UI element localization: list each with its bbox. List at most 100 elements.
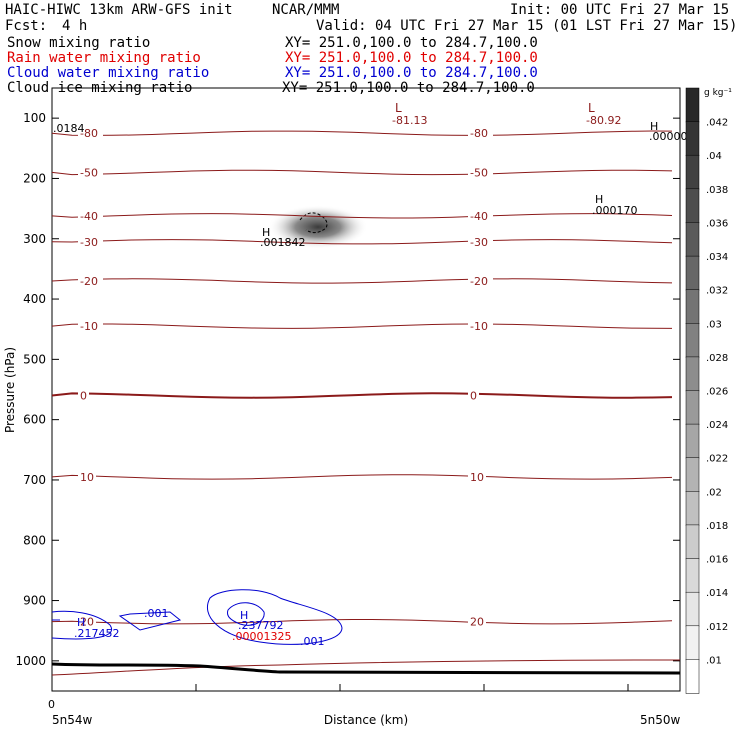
cloud-water-max-value: .217452: [74, 627, 120, 640]
colorbar-swatch: [685, 591, 700, 627]
ground-surface-line: [51, 662, 681, 675]
contour-label-bg: [468, 208, 493, 221]
snow-shading: [268, 205, 368, 249]
cloud-water-label: .001: [300, 635, 325, 648]
colorbar-label: .03: [706, 319, 722, 330]
contour-label-bg: [78, 614, 96, 627]
temperature-contour-surface: [51, 659, 681, 676]
colorbar-label: .012: [706, 622, 728, 633]
snow-max-value: .000170: [592, 204, 638, 217]
y-tick-label: 1000: [15, 654, 46, 668]
plot-frame: [51, 87, 681, 692]
x-tick-label-0: 0: [48, 698, 55, 711]
cloud-water-max-value: .237792: [238, 619, 284, 632]
temperature-contour: [51, 169, 673, 176]
colorbar-swatch: [685, 491, 700, 526]
contour-label-bg: [78, 469, 96, 482]
y-tick-label: 500: [23, 352, 46, 366]
low-value: -80.92: [586, 114, 621, 127]
colorbar-swatch: [685, 356, 700, 392]
colorbar-swatch: [685, 255, 700, 291]
field-xy-rain: XY= 251.0,100.0 to 284.7,100.0: [285, 50, 538, 66]
temperature-contour-label: -80: [80, 127, 98, 140]
y-tick-label: 200: [23, 171, 46, 185]
temperature-contour: [51, 474, 673, 480]
field-name-rain: Rain water mixing ratio: [7, 50, 201, 66]
rain-max-value: .00001325: [232, 630, 292, 643]
y-axis-label: Pressure (hPa): [3, 347, 17, 433]
colorbar-label: .014: [706, 588, 728, 599]
plot-title: HAIC-HIWC 13km ARW-GFS init: [5, 2, 233, 18]
y-tick-label: 700: [23, 473, 46, 487]
init-time: Init: 00 UTC Fri 27 Mar 15: [510, 2, 730, 18]
contour-label-bg: [468, 126, 493, 139]
colorbar-label: .026: [706, 387, 728, 398]
contour-label-bg: [468, 388, 479, 401]
contour-label-bg: [78, 388, 89, 401]
colorbar-label: .024: [706, 420, 728, 431]
cloud-water-label: .001: [144, 607, 169, 620]
colorbar-label: .034: [706, 252, 728, 263]
temperature-contour: [51, 323, 673, 329]
colorbar-label: .042: [706, 118, 728, 129]
contour-label-bg: [78, 208, 103, 221]
colorbar-swatch: [685, 289, 700, 325]
colorbar-swatch: [685, 558, 700, 593]
temperature-contour-label: 20: [80, 616, 94, 629]
colorbar-label: .02: [706, 487, 722, 498]
temperature-contour-label: -40: [470, 210, 488, 223]
colorbar-label: .028: [706, 353, 728, 364]
temperature-contour-label: -30: [80, 236, 98, 249]
colorbar-swatch: [685, 222, 700, 257]
temperature-contour: [51, 130, 673, 136]
contour-label-bg: [78, 234, 103, 247]
temperature-contour-label: -40: [80, 210, 98, 223]
x-axis-label: Distance (km): [324, 713, 408, 727]
temperature-contour-label: -50: [470, 166, 488, 179]
temperature-contour: [51, 392, 673, 399]
colorbar-swatch: [685, 87, 700, 123]
y-tick-label: 400: [23, 292, 46, 306]
temperature-contour-label: 20: [470, 616, 484, 629]
high-marker: H: [262, 226, 270, 239]
temperature-contour-label: 10: [470, 471, 484, 484]
y-tick-label: 800: [23, 533, 46, 547]
colorbar-swatch: [685, 323, 700, 358]
colorbar-swatch: [685, 457, 700, 493]
field-name-snow: Snow mixing ratio: [7, 35, 151, 51]
colorbar-label: .038: [706, 185, 728, 196]
colorbar: .042 .04 .038 .036 .034 .032 .03 .028 .026 .024 .0…: [685, 87, 728, 694]
temperature-contour-label: -10: [80, 320, 98, 333]
colorbar-swatch: [685, 659, 700, 694]
temperature-contours: -80 -80 -50 -50 -40 -40 -30 -30 -20 -20 -10 -10 0 0 10…: [51, 126, 673, 629]
contour-label-bg: [468, 469, 486, 482]
y-tick-label: 900: [23, 594, 46, 608]
forecast-label: Fcst:: [5, 18, 48, 34]
y-tick-label: 600: [23, 413, 46, 427]
temperature-contour-label: -20: [80, 275, 98, 288]
contour-label-bg: [468, 273, 493, 286]
colorbar-swatch: [685, 121, 700, 156]
field-xy-snow: XY= 251.0,100.0 to 284.7,100.0: [285, 35, 538, 51]
low-value: -81.13: [392, 114, 427, 127]
colorbar-label: .022: [706, 454, 728, 465]
colorbar-swatch: [685, 188, 700, 224]
temperature-contour: [51, 239, 673, 245]
field-xy-cloud-water: XY= 251.0,100.0 to 284.7,100.0: [285, 65, 538, 81]
colorbar-label: .036: [706, 218, 728, 229]
institution-label: NCAR/MMM: [272, 2, 340, 18]
forecast-hour: 4 h: [62, 18, 88, 34]
temperature-contour: [51, 278, 673, 284]
temperature-contour-label: -20: [470, 275, 488, 288]
colorbar-unit: g kg⁻¹: [704, 88, 732, 98]
contour-label-bg: [78, 165, 103, 178]
contour-label-bg: [468, 165, 493, 178]
x-tick-label-end: 5n50w: [640, 713, 681, 727]
x-axis: [51, 684, 629, 691]
temperature-contour: [51, 619, 673, 625]
colorbar-swatch: [685, 154, 700, 190]
high-marker: H: [240, 609, 248, 622]
high-marker: H: [77, 616, 85, 629]
valid-time: Valid: 04 UTC Fri 27 Mar 15 (01 LST Fri …: [316, 18, 738, 34]
